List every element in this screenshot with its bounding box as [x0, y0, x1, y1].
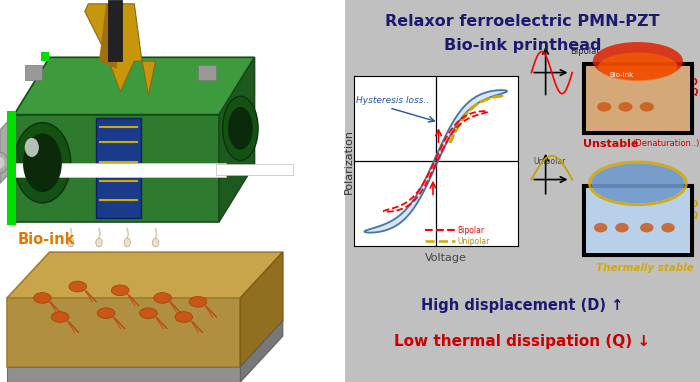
Ellipse shape — [618, 102, 633, 112]
Ellipse shape — [51, 312, 69, 322]
Text: High displacement (D) ↑: High displacement (D) ↑ — [421, 298, 624, 313]
Ellipse shape — [0, 157, 4, 168]
Polygon shape — [14, 57, 255, 115]
Ellipse shape — [67, 238, 74, 247]
Text: Thermally stable: Thermally stable — [596, 263, 694, 273]
Text: Bio-ink printhead: Bio-ink printhead — [444, 38, 601, 53]
Text: (Denaturation..): (Denaturation..) — [633, 139, 700, 148]
Text: Unipolar: Unipolar — [533, 157, 566, 166]
FancyBboxPatch shape — [216, 164, 293, 175]
Text: Voltage: Voltage — [426, 253, 467, 263]
Ellipse shape — [34, 293, 51, 303]
Polygon shape — [365, 90, 507, 233]
Text: Bio-ink: Bio-ink — [18, 233, 75, 248]
Text: High D
Low Q: High D Low Q — [664, 200, 698, 220]
Polygon shape — [0, 107, 21, 183]
Ellipse shape — [25, 138, 39, 157]
FancyBboxPatch shape — [345, 0, 700, 382]
FancyBboxPatch shape — [14, 163, 226, 176]
Text: Low thermal dissipation (Q) ↓: Low thermal dissipation (Q) ↓ — [395, 334, 650, 350]
Ellipse shape — [594, 223, 608, 232]
Ellipse shape — [223, 96, 258, 160]
FancyBboxPatch shape — [583, 63, 693, 134]
FancyBboxPatch shape — [198, 65, 216, 80]
Ellipse shape — [175, 312, 192, 322]
FancyBboxPatch shape — [25, 65, 43, 80]
Polygon shape — [7, 252, 283, 298]
FancyBboxPatch shape — [96, 118, 141, 218]
Text: Hysteresis loss..: Hysteresis loss.. — [356, 96, 430, 105]
Polygon shape — [219, 57, 255, 222]
FancyBboxPatch shape — [41, 52, 50, 61]
Ellipse shape — [124, 238, 130, 247]
Polygon shape — [99, 4, 120, 69]
Polygon shape — [14, 115, 219, 222]
Ellipse shape — [69, 281, 87, 292]
Polygon shape — [240, 321, 283, 382]
Ellipse shape — [23, 133, 62, 192]
Ellipse shape — [111, 285, 129, 296]
Ellipse shape — [598, 53, 678, 81]
Ellipse shape — [154, 293, 172, 303]
Text: Unstable: Unstable — [583, 139, 638, 149]
Text: Bio-ink: Bio-ink — [609, 72, 634, 78]
Ellipse shape — [228, 107, 253, 150]
Polygon shape — [7, 298, 240, 367]
Ellipse shape — [615, 223, 629, 232]
Ellipse shape — [597, 102, 611, 112]
Text: Low D
High Q: Low D High Q — [664, 78, 698, 97]
FancyBboxPatch shape — [583, 185, 693, 256]
Ellipse shape — [97, 308, 115, 319]
Polygon shape — [7, 367, 240, 382]
Ellipse shape — [640, 102, 654, 112]
Ellipse shape — [593, 42, 683, 80]
Ellipse shape — [139, 308, 158, 319]
Text: Bipolar: Bipolar — [570, 47, 600, 56]
FancyBboxPatch shape — [586, 188, 690, 253]
Text: Polarization: Polarization — [344, 129, 354, 194]
FancyBboxPatch shape — [586, 66, 690, 131]
Ellipse shape — [591, 163, 685, 203]
Text: Bipolar: Bipolar — [458, 225, 485, 235]
FancyBboxPatch shape — [0, 0, 354, 382]
FancyBboxPatch shape — [7, 111, 16, 225]
Polygon shape — [240, 252, 283, 367]
Polygon shape — [85, 4, 155, 96]
Ellipse shape — [662, 223, 675, 232]
Text: Unipolar: Unipolar — [458, 237, 490, 246]
Ellipse shape — [153, 238, 159, 247]
Ellipse shape — [189, 296, 206, 307]
Ellipse shape — [640, 223, 654, 232]
Text: Relaxor ferroelectric PMN-PZT: Relaxor ferroelectric PMN-PZT — [385, 13, 660, 29]
Ellipse shape — [14, 123, 71, 203]
FancyBboxPatch shape — [108, 0, 122, 61]
Ellipse shape — [96, 238, 102, 247]
Ellipse shape — [0, 152, 8, 173]
